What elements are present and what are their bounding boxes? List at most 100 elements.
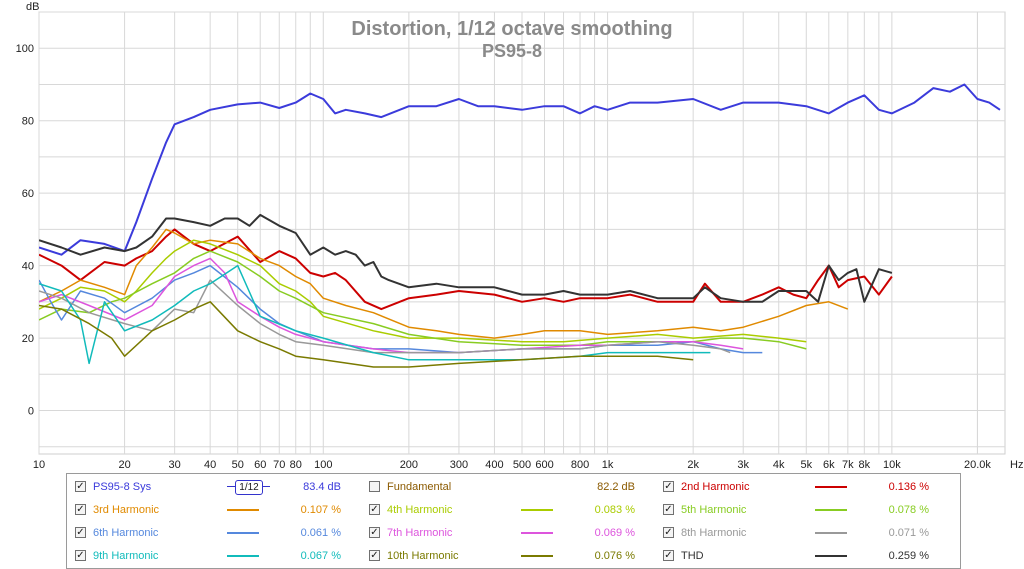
legend-label: 6th Harmonic <box>93 527 159 539</box>
legend-swatch <box>227 532 259 534</box>
legend-item-ps95-8-sys: ✓ PS95-8 Sys 1/12 83.4 dB <box>75 477 365 497</box>
legend-checkbox-3rd-harmonic[interactable]: ✓ <box>75 504 86 515</box>
legend-checkbox-6th-harmonic[interactable]: ✓ <box>75 527 86 538</box>
legend-swatch <box>227 486 235 487</box>
legend-checkbox-10th-harmonic[interactable]: ✓ <box>369 550 380 561</box>
legend-value: 83.4 dB <box>303 481 341 493</box>
legend-item-4th-harmonic: ✓ 4th Harmonic 0.083 % <box>369 500 659 520</box>
legend-label: 4th Harmonic <box>387 504 453 516</box>
legend-panel: ✓ PS95-8 Sys 1/12 83.4 dB Fundamental 82.2 dB… <box>66 473 961 569</box>
legend-row: ✓ 6th Harmonic 0.061 % ✓ 7th Harmonic 0.069 %… <box>67 523 960 543</box>
distortion-chart: 0 20 40 60 80 100 10 20 30 40 50 60 70 80 100 200 300 400… <box>16 1 1024 470</box>
x-tick-label: 20.0k <box>964 459 991 470</box>
legend-label: 8th Harmonic <box>681 527 747 539</box>
legend-value: 0.067 % <box>300 550 341 562</box>
chart-title: Distortion, 1/12 octave smoothing <box>351 18 672 40</box>
legend-label: 5th Harmonic <box>681 504 747 516</box>
legend-checkbox-thd[interactable]: ✓ <box>663 550 674 561</box>
series-line-ps95-8-sys <box>39 83 1001 256</box>
legend-label: THD <box>681 550 704 562</box>
smoothing-button[interactable]: 1/12 <box>235 480 263 495</box>
legend-label: 2nd Harmonic <box>681 481 750 493</box>
x-tick-label: 5k <box>800 459 812 470</box>
x-tick-label: 80 <box>290 459 302 470</box>
series-line-8th-harmonic <box>39 279 731 354</box>
y-tick-label: 0 <box>28 406 34 418</box>
series-line-thd <box>39 213 893 303</box>
legend-item-7th-harmonic: ✓ 7th Harmonic 0.069 % <box>369 523 659 543</box>
x-tick-label: 600 <box>535 459 553 470</box>
legend-row: ✓ 9th Harmonic 0.067 % ✓ 10th Harmonic 0.076 … <box>67 546 960 566</box>
legend-value: 0.076 % <box>594 550 635 562</box>
legend-swatch <box>815 486 847 488</box>
legend-value: 0.069 % <box>594 527 635 539</box>
legend-checkbox-ps95-8-sys[interactable]: ✓ <box>75 481 86 492</box>
x-tick-label: 60 <box>254 459 266 470</box>
legend-checkbox-2nd-harmonic[interactable]: ✓ <box>663 481 674 492</box>
x-tick-label: 20 <box>118 459 130 470</box>
x-tick-label: 100 <box>314 459 332 470</box>
legend-label: 10th Harmonic <box>387 550 459 562</box>
x-tick-label: 400 <box>485 459 503 470</box>
legend-label: 7th Harmonic <box>387 527 453 539</box>
series-line-9th-harmonic <box>39 264 711 365</box>
series-line-10th-harmonic <box>39 301 694 368</box>
legend-checkbox-5th-harmonic[interactable]: ✓ <box>663 504 674 515</box>
series-line-3rd-harmonic <box>39 228 849 339</box>
legend-row: ✓ 3rd Harmonic 0.107 % ✓ 4th Harmonic 0.083 %… <box>67 500 960 520</box>
legend-label: 9th Harmonic <box>93 550 159 562</box>
x-tick-label: 300 <box>450 459 468 470</box>
legend-swatch <box>521 532 553 534</box>
legend-item-2nd-harmonic: ✓ 2nd Harmonic 0.136 % <box>663 477 953 497</box>
legend-label: PS95-8 Sys <box>93 481 152 493</box>
legend-item-thd: ✓ THD 0.259 % <box>663 546 953 566</box>
x-tick-label: 500 <box>513 459 531 470</box>
x-tick-label: 50 <box>232 459 244 470</box>
legend-checkbox-4th-harmonic[interactable]: ✓ <box>369 504 380 515</box>
legend-checkbox-9th-harmonic[interactable]: ✓ <box>75 550 86 561</box>
legend-row: ✓ PS95-8 Sys 1/12 83.4 dB Fundamental 82.2 dB… <box>67 477 960 497</box>
legend-label: Fundamental <box>387 481 452 493</box>
x-tick-label: 8k <box>859 459 871 470</box>
legend-item-6th-harmonic: ✓ 6th Harmonic 0.061 % <box>75 523 365 543</box>
x-tick-label: 800 <box>571 459 589 470</box>
x-tick-label: 30 <box>169 459 181 470</box>
legend-item-10th-harmonic: ✓ 10th Harmonic 0.076 % <box>369 546 659 566</box>
y-tick-label: 80 <box>22 116 34 128</box>
legend-label: 3rd Harmonic <box>93 504 160 516</box>
legend-item-9th-harmonic: ✓ 9th Harmonic 0.067 % <box>75 546 365 566</box>
x-tick-label: 6k <box>823 459 835 470</box>
legend-value: 0.107 % <box>300 504 341 516</box>
x-tick-label: 200 <box>400 459 418 470</box>
legend-value: 0.071 % <box>888 527 929 539</box>
x-tick-label: 10 <box>33 459 45 470</box>
x-tick-label: 40 <box>204 459 216 470</box>
legend-swatch <box>815 509 847 511</box>
legend-swatch <box>227 509 259 511</box>
legend-swatch <box>521 509 553 511</box>
legend-swatch <box>262 486 270 487</box>
y-tick-label: 100 <box>16 43 34 55</box>
legend-value: 0.078 % <box>888 504 929 516</box>
x-tick-label: 3k <box>737 459 749 470</box>
x-axis-unit: Hz <box>1010 459 1023 470</box>
legend-value: 0.061 % <box>300 527 341 539</box>
x-tick-label: 10k <box>883 459 901 470</box>
x-tick-label: 1k <box>602 459 614 470</box>
legend-value: 0.259 % <box>888 550 929 562</box>
y-tick-label: 40 <box>22 261 34 273</box>
legend-swatch <box>521 555 553 557</box>
legend-swatch <box>227 555 259 557</box>
legend-swatch <box>815 532 847 534</box>
legend-swatch <box>815 555 847 557</box>
legend-item-8th-harmonic: ✓ 8th Harmonic 0.071 % <box>663 523 953 543</box>
y-axis-label: dB <box>26 1 39 13</box>
legend-checkbox-7th-harmonic[interactable]: ✓ <box>369 527 380 538</box>
x-tick-label: 2k <box>687 459 699 470</box>
legend-checkbox-fundamental[interactable] <box>369 481 380 492</box>
legend-item-5th-harmonic: ✓ 5th Harmonic 0.078 % <box>663 500 953 520</box>
x-tick-label: 7k <box>842 459 854 470</box>
legend-value: 0.083 % <box>594 504 635 516</box>
legend-value: 0.136 % <box>888 481 929 493</box>
legend-checkbox-8th-harmonic[interactable]: ✓ <box>663 527 674 538</box>
